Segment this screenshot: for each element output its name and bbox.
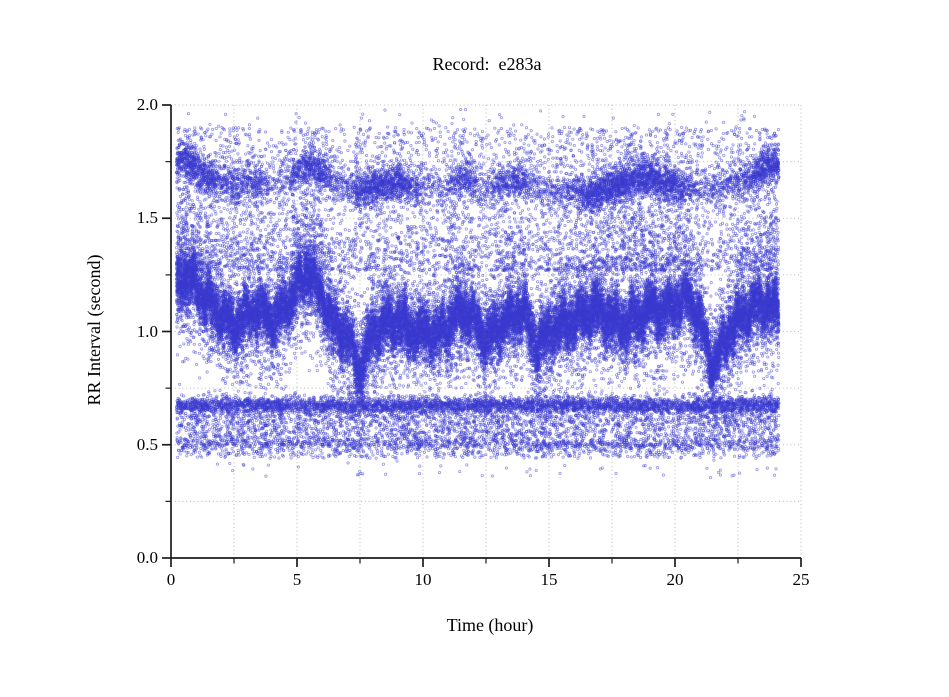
y-tick-label: 2.0 bbox=[136, 95, 158, 114]
x-tick-label: 5 bbox=[292, 570, 302, 589]
y-tick-label: 1.5 bbox=[136, 208, 158, 228]
x-tick-label: 10 bbox=[414, 570, 432, 589]
x-axis-label: Time (hour) bbox=[446, 615, 534, 635]
x-tick-label: 15 bbox=[540, 570, 558, 589]
y-tick-label: 0.0 bbox=[136, 548, 158, 567]
x-tick-label: 20 bbox=[666, 570, 684, 589]
y-tick-label: 0.5 bbox=[136, 434, 158, 454]
y-tick-label: 1.0 bbox=[136, 321, 158, 341]
x-tick-label: 0 bbox=[166, 570, 176, 589]
chart-title: Record: e283a bbox=[432, 54, 542, 74]
y-axis-label: RR Interval (second) bbox=[84, 254, 105, 406]
x-tick-label: 25 bbox=[792, 570, 810, 589]
